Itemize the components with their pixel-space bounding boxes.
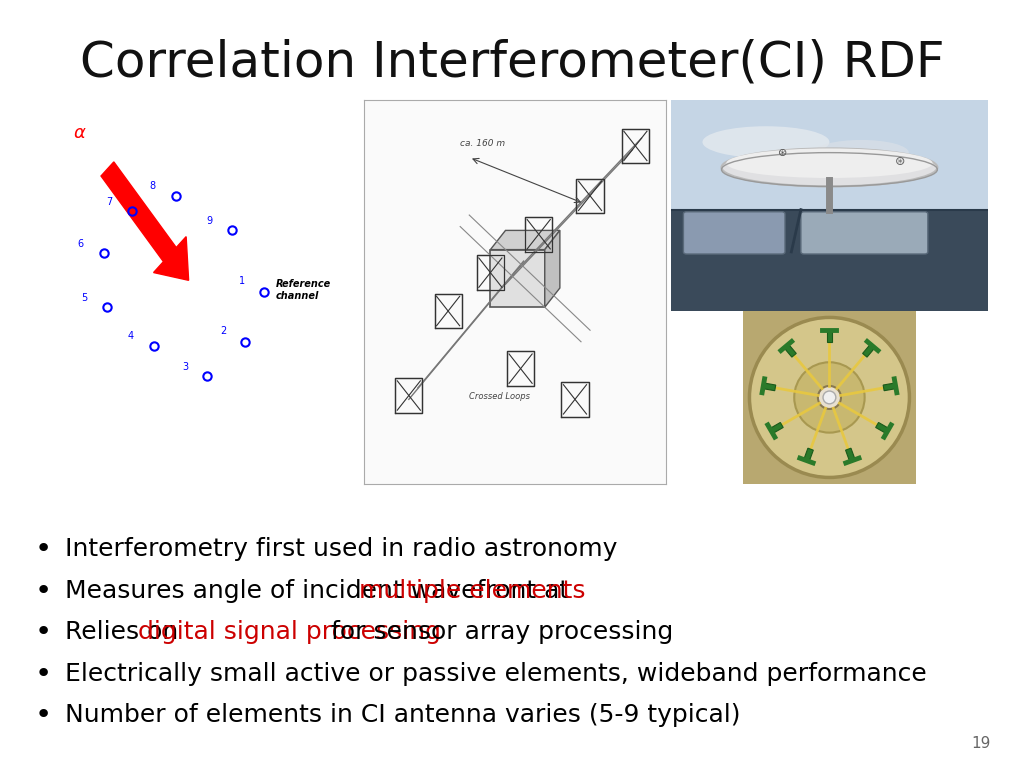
Text: 5: 5: [81, 293, 87, 303]
Text: 2: 2: [220, 326, 226, 336]
FancyBboxPatch shape: [671, 210, 988, 311]
Text: Measures angle of incident wavefront at: Measures angle of incident wavefront at: [65, 578, 577, 603]
Text: $\alpha$: $\alpha$: [73, 124, 87, 142]
Ellipse shape: [814, 140, 909, 165]
Text: $\circledast$: $\circledast$: [894, 154, 905, 167]
Text: 9: 9: [206, 216, 212, 226]
Polygon shape: [883, 383, 896, 391]
Text: $\circledast$: $\circledast$: [776, 147, 787, 158]
Text: •: •: [35, 618, 51, 646]
Text: multiple elements: multiple elements: [359, 578, 586, 603]
Text: •: •: [35, 701, 51, 729]
Polygon shape: [545, 230, 560, 307]
Circle shape: [818, 386, 841, 409]
Bar: [434, 294, 462, 329]
Bar: [577, 178, 604, 214]
Polygon shape: [826, 331, 833, 343]
Ellipse shape: [795, 175, 864, 185]
Text: 19: 19: [971, 736, 990, 751]
FancyBboxPatch shape: [490, 250, 545, 307]
Polygon shape: [804, 449, 813, 461]
Text: •: •: [35, 535, 51, 563]
Ellipse shape: [702, 126, 829, 158]
Text: ca. 160 m: ca. 160 m: [460, 139, 505, 148]
Circle shape: [750, 317, 909, 478]
Text: Reference
channel: Reference channel: [276, 279, 332, 301]
Polygon shape: [490, 230, 560, 250]
Text: 7: 7: [105, 197, 112, 207]
Text: Number of elements in CI antenna varies (5-9 typical): Number of elements in CI antenna varies …: [65, 703, 740, 727]
Circle shape: [823, 391, 836, 404]
Text: digital signal processing: digital signal processing: [138, 620, 441, 644]
Polygon shape: [876, 422, 889, 433]
Text: 1: 1: [239, 276, 245, 286]
Text: Correlation Interferometer(CI) RDF: Correlation Interferometer(CI) RDF: [80, 39, 944, 87]
Polygon shape: [784, 345, 797, 357]
Text: Relies on: Relies on: [65, 620, 185, 644]
Text: Interferometry first used in radio astronomy: Interferometry first used in radio astro…: [65, 537, 616, 561]
FancyBboxPatch shape: [683, 212, 785, 254]
Text: Electrically small active or passive elements, wideband performance: Electrically small active or passive ele…: [65, 661, 927, 686]
Polygon shape: [846, 449, 855, 461]
Bar: [525, 217, 552, 252]
Bar: [477, 255, 504, 290]
Bar: [561, 382, 589, 416]
Text: 4: 4: [128, 331, 134, 341]
Polygon shape: [763, 383, 776, 391]
Ellipse shape: [722, 148, 937, 187]
Ellipse shape: [726, 148, 933, 178]
Text: •: •: [35, 660, 51, 687]
Bar: [395, 379, 423, 413]
Text: 3: 3: [182, 362, 188, 372]
Bar: [622, 128, 649, 163]
Text: 6: 6: [78, 239, 84, 249]
FancyArrow shape: [101, 162, 188, 280]
Polygon shape: [862, 345, 874, 357]
Text: 8: 8: [150, 181, 156, 191]
Circle shape: [795, 362, 864, 432]
Bar: [507, 352, 535, 386]
Polygon shape: [770, 422, 783, 433]
Text: Crossed Loops: Crossed Loops: [469, 392, 530, 402]
Text: •: •: [35, 577, 51, 604]
FancyBboxPatch shape: [671, 100, 988, 227]
Text: for sensor array processing: for sensor array processing: [323, 620, 673, 644]
FancyBboxPatch shape: [801, 212, 928, 254]
